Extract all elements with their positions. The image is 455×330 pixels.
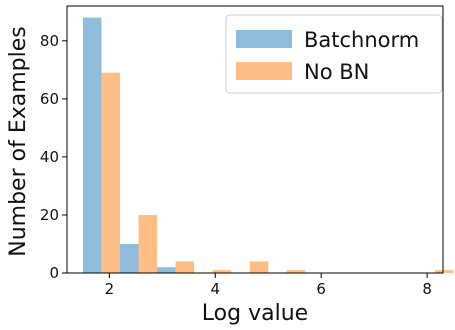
bar-no-bn-bin-5 <box>286 270 306 273</box>
y-tick-label: 20 <box>40 206 59 224</box>
bar-no-bn-bin-1 <box>138 214 158 273</box>
y-axis-label: Number of Examples <box>6 26 31 256</box>
bar-no-bn-bin-2 <box>175 261 195 273</box>
x-axis-label: Log value <box>202 301 308 326</box>
x-tick-label: 4 <box>211 280 221 298</box>
bar-batchnorm-bin-2 <box>157 267 176 273</box>
plot-frame <box>66 5 444 274</box>
y-tick-label: 80 <box>40 32 59 50</box>
legend-label-no-bn: No BN <box>304 60 369 84</box>
y-tick-label: 40 <box>40 148 59 166</box>
legend-swatch-no-bn <box>236 62 292 80</box>
bar-batchnorm-bin-0 <box>82 17 102 273</box>
legend-label-batchnorm: Batchnorm <box>304 28 419 52</box>
legend-swatch-batchnorm <box>236 30 292 48</box>
y-tick-label: 0 <box>49 264 59 282</box>
bar-no-bn-bin-4 <box>249 261 269 273</box>
x-tick-label: 6 <box>316 280 326 298</box>
x-tick-label: 8 <box>422 280 432 298</box>
bars-layer <box>82 17 454 273</box>
bar-no-bn-bin-9 <box>435 270 454 273</box>
legend: Batchnorm No BN <box>225 14 443 94</box>
bar-batchnorm-bin-1 <box>119 243 139 273</box>
bar-no-bn-bin-0 <box>101 72 120 273</box>
y-tick-label: 60 <box>40 90 59 108</box>
x-tick-label: 2 <box>105 280 115 298</box>
bar-no-bn-bin-3 <box>212 270 232 273</box>
